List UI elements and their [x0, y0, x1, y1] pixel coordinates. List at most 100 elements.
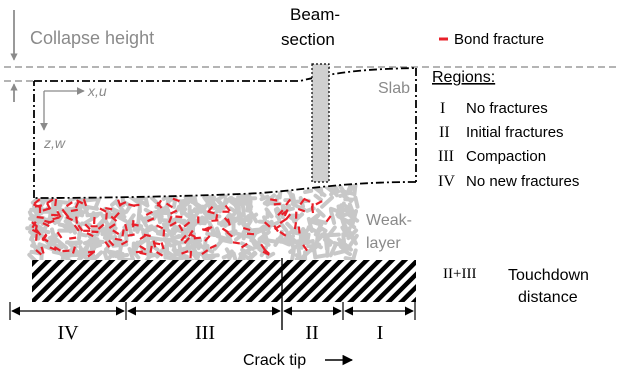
- weak-layer-grain: [311, 241, 323, 250]
- weak-layer-grain: [351, 248, 358, 263]
- bond-fracture-mark: [170, 209, 178, 215]
- bond-fracture-mark: [283, 209, 289, 217]
- weak-layer-grain: [68, 221, 77, 235]
- weak-layer-grain: [305, 232, 311, 245]
- weak-layer-grain: [131, 239, 143, 254]
- weak-layer-grain: [285, 226, 301, 237]
- weak-layer-grain: [205, 198, 216, 207]
- bond-fracture-mark: [44, 219, 52, 224]
- weak-layer-grain: [342, 208, 354, 214]
- bond-fracture-mark: [183, 221, 191, 228]
- coordinate-axes: [40, 87, 85, 131]
- bond-fracture-mark: [279, 230, 287, 237]
- bond-fracture-mark: [82, 198, 88, 207]
- weak-layer-grain: [156, 231, 170, 238]
- bond-fracture-mark: [114, 237, 123, 242]
- weak-layer-grain: [309, 219, 324, 227]
- weak-layer-grain: [313, 193, 323, 202]
- weak-layer-grain: [273, 235, 283, 247]
- weak-layer-grain: [320, 195, 334, 209]
- weak-layer-grain: [192, 193, 198, 205]
- bond-fracture-mark: [201, 249, 209, 256]
- bond-fracture-mark: [293, 222, 298, 230]
- weak-layer-grain: [103, 206, 114, 218]
- weak-layer-grain: [90, 239, 100, 253]
- bond-fracture-mark: [86, 232, 94, 238]
- weak-layer-grain: [240, 247, 252, 256]
- bond-fracture-mark: [183, 237, 191, 244]
- bond-fracture-mark: [274, 224, 282, 231]
- bond-fracture-mark: [36, 215, 44, 219]
- bond-fracture-mark: [32, 203, 41, 209]
- weak-layer-grain: [338, 244, 349, 253]
- weak-layer-grain: [314, 218, 328, 225]
- bond-fracture-mark: [167, 215, 173, 224]
- bond-fracture-mark: [127, 233, 135, 237]
- weak-layer-grain: [166, 250, 177, 259]
- bond-fracture-mark: [242, 226, 251, 232]
- bond-fracture-mark: [160, 242, 165, 250]
- bond-fracture-mark: [224, 204, 231, 212]
- weak-layer-grain: [340, 193, 354, 203]
- weak-layer-grain: [303, 188, 314, 195]
- region-dividers: [9, 258, 416, 330]
- weak-layer-grain: [163, 237, 180, 245]
- weak-layer-grain: [353, 195, 360, 209]
- weak-layer-grain: [187, 209, 195, 219]
- bond-fracture-mark: [62, 249, 70, 253]
- weak-layer-grain: [215, 226, 221, 237]
- weak-layer-grain: [318, 184, 324, 197]
- bond-fracture-mark: [46, 198, 54, 205]
- span-label-iii: III: [195, 322, 215, 344]
- weak-layer-grain: [66, 250, 78, 259]
- weak-layer-grain: [52, 235, 66, 249]
- bond-fracture-mark: [180, 234, 187, 242]
- weak-layer-grain: [207, 220, 217, 236]
- weak-layer-grain: [251, 227, 268, 233]
- bond-fracture-mark: [69, 236, 77, 240]
- bond-fracture-mark: [84, 223, 91, 231]
- bond-fracture-mark: [76, 199, 84, 205]
- weak-layer-grain: [319, 232, 334, 245]
- weak-layer-grain: [68, 240, 83, 246]
- bond-fracture-mark: [49, 246, 57, 251]
- weak-layer-grain: [30, 243, 42, 251]
- weak-layer-grain: [197, 214, 214, 222]
- region-numeral-iii: III: [438, 148, 454, 165]
- weak-layer-grain: [184, 224, 191, 236]
- bond-fracture-mark: [263, 221, 271, 228]
- weak-layer-grain: [65, 206, 74, 216]
- bond-fracture-mark: [156, 224, 164, 230]
- bond-fracture-mark: [65, 216, 74, 222]
- weak-layer-grain: [345, 211, 360, 223]
- bond-fracture-mark: [56, 210, 62, 218]
- weak-layer-grain: [139, 214, 149, 228]
- bond-fracture-mark: [302, 244, 309, 252]
- weak-layer-grain: [240, 241, 255, 251]
- weak-layer-grain: [234, 231, 251, 239]
- bond-fracture-mark: [77, 224, 84, 232]
- weak-layer-grain: [172, 224, 177, 236]
- weak-layer-grain: [116, 214, 128, 223]
- weak-layer-grain: [315, 208, 326, 218]
- weak-layer-grain: [298, 231, 309, 245]
- weak-layer-grain: [172, 233, 189, 241]
- weak-layer-grain: [169, 218, 187, 224]
- weak-layer-grain: [82, 239, 94, 246]
- bond-fracture-mark: [53, 246, 62, 252]
- bond-fracture-mark: [99, 207, 107, 213]
- region-desc-i: No fractures: [466, 100, 548, 117]
- weak-layer-grain: [147, 235, 164, 242]
- slab-label: Slab: [378, 80, 410, 97]
- weak-layer-grain: [341, 232, 346, 244]
- bond-fracture-mark: [175, 215, 183, 219]
- weak-layer-grain: [159, 218, 171, 223]
- weak-layer-grain: [124, 204, 132, 214]
- weak-layer-grain: [327, 184, 339, 198]
- weak-layer-grain: [264, 207, 274, 219]
- region-numeral-ii: II: [439, 124, 450, 141]
- bond-fracture-mark: [285, 198, 292, 206]
- bond-fracture-mark: [221, 227, 229, 234]
- bond-fracture-mark: [54, 198, 58, 207]
- weak-layer-grain: [224, 247, 233, 258]
